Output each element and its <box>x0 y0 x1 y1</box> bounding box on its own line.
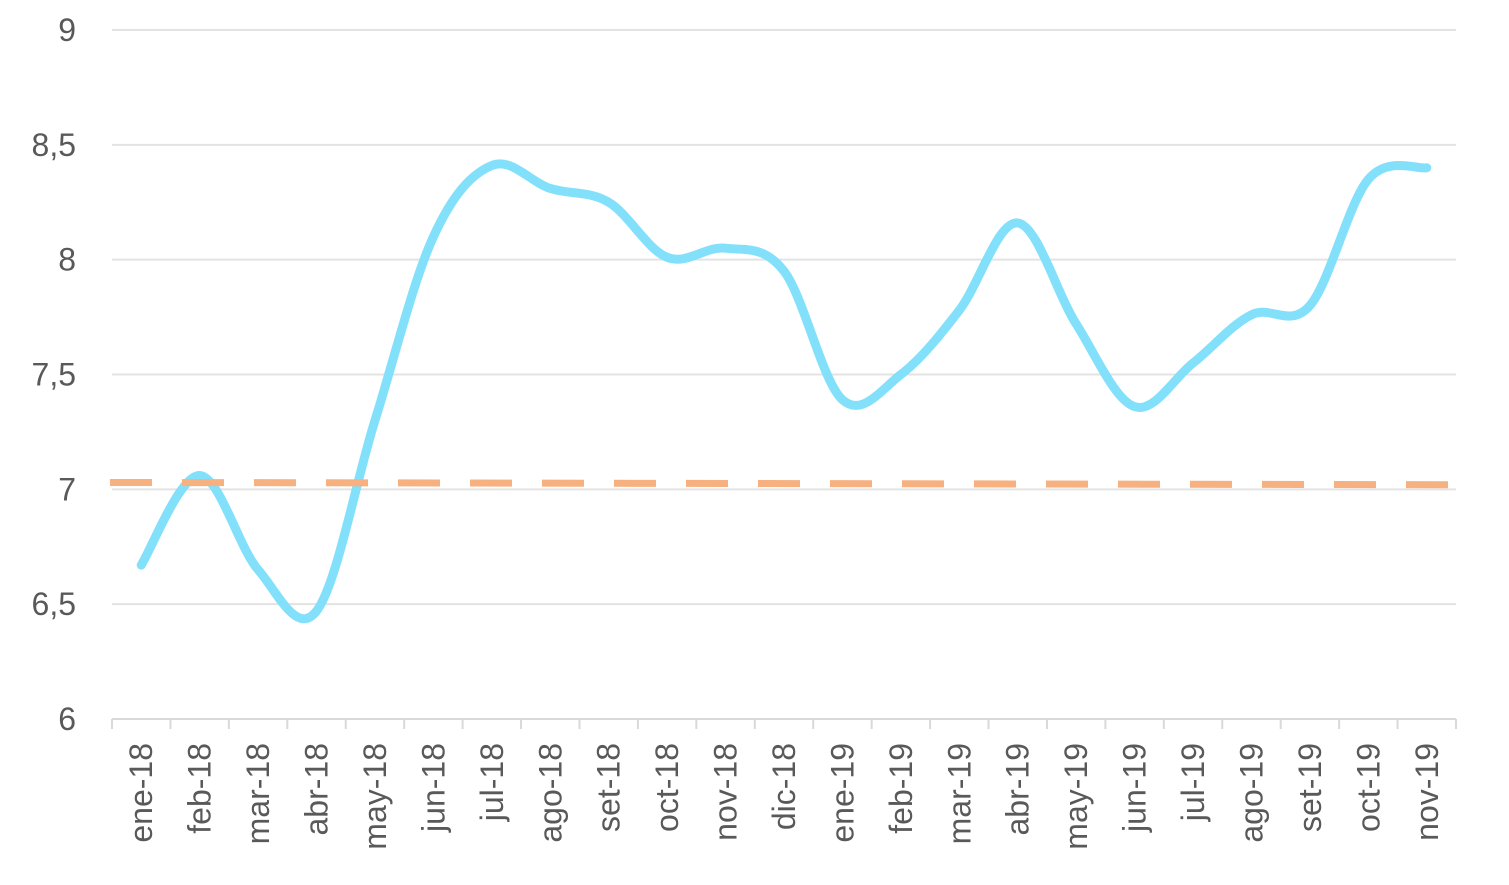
x-tick-label: ene-19 <box>824 743 860 843</box>
x-tick-label: feb-19 <box>883 743 919 834</box>
x-tick-label: set-18 <box>591 743 627 832</box>
x-tick-label: oct-18 <box>649 743 685 832</box>
x-axis <box>111 718 1457 729</box>
x-tick-label: ago-19 <box>1233 743 1269 843</box>
x-tick-label: jun-19 <box>1117 743 1153 833</box>
y-tick-label: 6,5 <box>32 586 76 622</box>
x-tick-label: may-19 <box>1058 743 1094 850</box>
y-tick-label: 6 <box>58 701 76 737</box>
y-tick-label: 7,5 <box>32 357 76 393</box>
x-tick-label: mar-18 <box>240 743 276 844</box>
x-tick-label: nov-19 <box>1409 743 1445 841</box>
x-tick-label: jul-19 <box>1175 743 1211 822</box>
series-line-main <box>136 159 1432 624</box>
reference-line <box>109 478 1469 489</box>
series-lines <box>109 159 1469 624</box>
x-tick-label: nov-18 <box>708 743 744 841</box>
y-axis-tick-labels: 6 6,5 7 7,5 8 8,5 9 <box>32 12 76 737</box>
y-tick-label: 7 <box>58 471 76 507</box>
gridlines <box>112 29 1456 606</box>
y-tick-label: 9 <box>58 12 76 48</box>
x-tick-label: ene-18 <box>123 743 159 843</box>
x-tick-label: oct-19 <box>1350 743 1386 832</box>
x-tick-label: jun-18 <box>415 743 451 833</box>
y-tick-label: 8 <box>58 242 76 278</box>
x-tick-label: feb-18 <box>182 743 218 834</box>
x-tick-label: may-18 <box>357 743 393 850</box>
x-tick-label: ago-18 <box>532 743 568 843</box>
x-tick-label: set-19 <box>1292 743 1328 832</box>
x-tick-label: abr-18 <box>299 743 335 836</box>
y-tick-label: 8,5 <box>32 127 76 163</box>
x-tick-label: jul-18 <box>474 743 510 822</box>
x-axis-tick-labels: ene-18 feb-18 mar-18 abr-18 may-18 jun-18 jul-… <box>123 743 1445 850</box>
x-tick-label: mar-19 <box>941 743 977 844</box>
x-tick-label: abr-19 <box>1000 743 1036 836</box>
x-tick-label: dic-18 <box>766 743 802 830</box>
